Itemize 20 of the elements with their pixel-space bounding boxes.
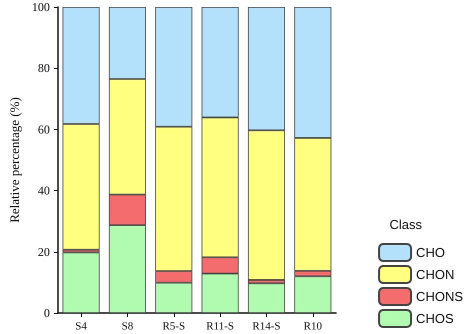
legend-label: CHONS [416,289,464,304]
legend-title: Class [389,217,422,232]
y-tick-label: 100 [32,0,50,14]
legend-label: CHON [416,267,454,282]
y-tick-label: 20 [38,244,50,259]
legend-label: CHOS [416,311,454,326]
x-tick-label: S4 [75,320,88,332]
y-tick-label: 80 [38,61,50,76]
y-tick-label: 40 [38,184,50,198]
y-tick-label: 60 [38,122,50,136]
bar [62,252,100,313]
y-tick-label: 0 [44,306,50,320]
x-tick-label: R5-S [162,320,186,332]
x-tick-label: S8 [122,320,134,332]
x-tick-label: R11-S [206,320,234,332]
x-tick-label: R14-S [252,320,281,332]
y-axis-title: Relative percentage (%) [7,97,22,223]
legend-label: CHO [416,245,445,260]
bar [248,283,286,313]
x-tick-label: R10 [304,320,322,332]
